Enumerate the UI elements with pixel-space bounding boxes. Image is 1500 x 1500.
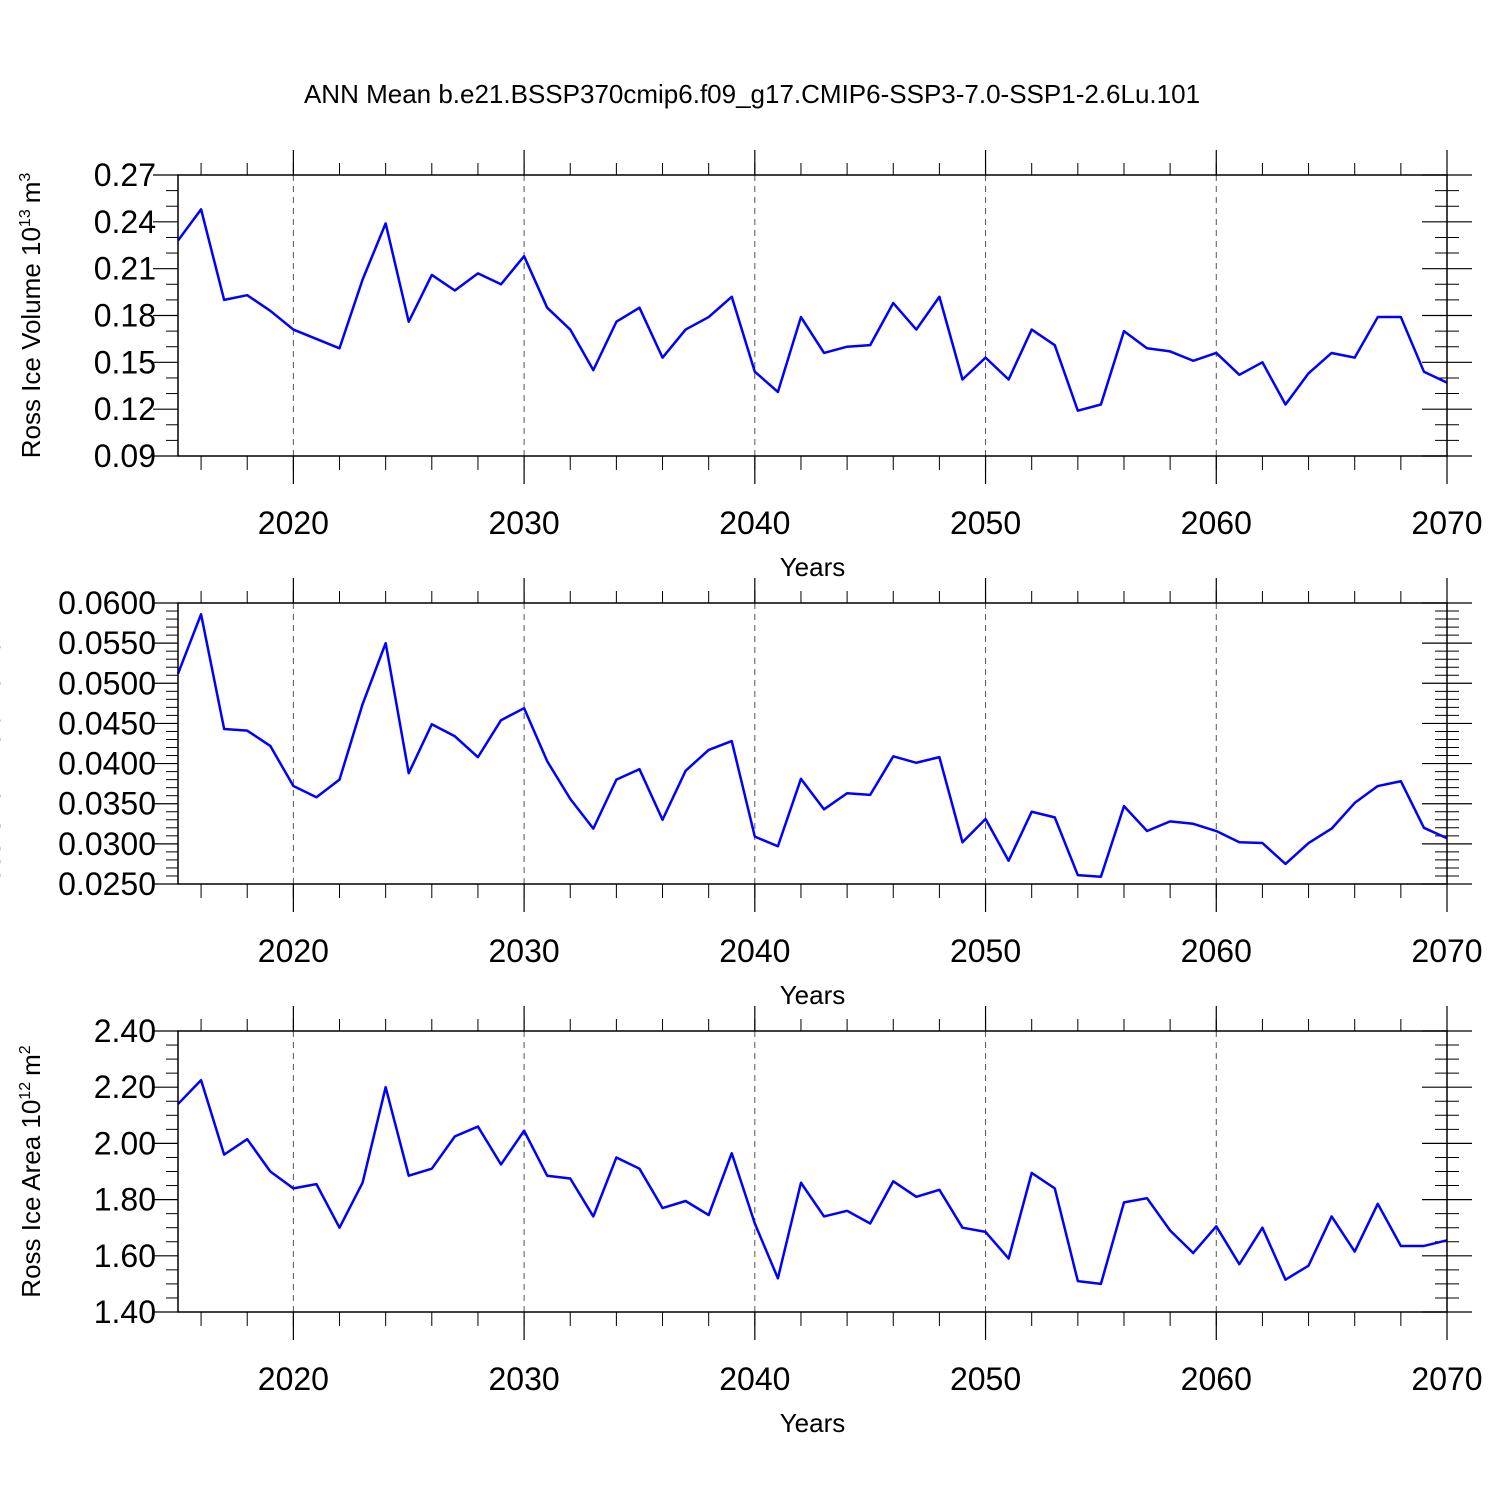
y-tick-label: 1.40 bbox=[94, 1294, 156, 1330]
x-tick-label: 2040 bbox=[719, 1361, 790, 1397]
y-tick-label: 0.0500 bbox=[58, 665, 156, 701]
y-tick-label: 0.12 bbox=[94, 391, 156, 427]
x-tick-label: 2060 bbox=[1181, 933, 1252, 969]
y-tick-label: 2.40 bbox=[94, 1013, 156, 1049]
y-tick-label: 0.27 bbox=[94, 157, 156, 193]
y-tick-label: 1.80 bbox=[94, 1182, 156, 1218]
x-axis-label: Years bbox=[780, 980, 846, 1010]
data-line bbox=[176, 208, 1448, 412]
x-tick-label: 2030 bbox=[488, 505, 559, 541]
x-tick-label: 2020 bbox=[258, 505, 329, 541]
y-axis-label-unit: m bbox=[16, 1054, 46, 1076]
x-tick-label: 2020 bbox=[258, 1361, 329, 1397]
y-tick-label: 0.0450 bbox=[58, 705, 156, 741]
plot-frame bbox=[177, 1030, 1448, 1313]
y-axis-label-exponent: 13 bbox=[17, 209, 34, 227]
x-tick-label: 2040 bbox=[719, 933, 790, 969]
y-axis-label: Ross Ice Volume 1013 m3 bbox=[16, 173, 46, 459]
x-tick-label: 2070 bbox=[1411, 1361, 1482, 1397]
x-axis-label: Years bbox=[780, 1408, 846, 1438]
x-tick-label: 2030 bbox=[488, 1361, 559, 1397]
y-axis-label-text: Ross Ice Volume 10 bbox=[16, 227, 46, 458]
x-tick-label: 2060 bbox=[1181, 1361, 1252, 1397]
y-tick-label: 0.18 bbox=[94, 298, 156, 334]
x-tick-label: 2030 bbox=[488, 933, 559, 969]
x-tick-label: 2040 bbox=[719, 505, 790, 541]
x-tick-label: 2070 bbox=[1411, 505, 1482, 541]
y-axis-label-unit: m bbox=[16, 182, 46, 204]
y-tick-label: 0.15 bbox=[94, 344, 156, 380]
y-tick-label: 0.0300 bbox=[58, 826, 156, 862]
plot-frame bbox=[177, 174, 1448, 457]
y-axis-label-unit-exponent: 2 bbox=[17, 1045, 34, 1054]
plot-frame bbox=[177, 602, 1448, 885]
y-tick-label: 0.0350 bbox=[58, 786, 156, 822]
x-tick-label: 2070 bbox=[1411, 933, 1482, 969]
y-tick-label: 0.0600 bbox=[58, 585, 156, 621]
x-tick-label: 2050 bbox=[950, 505, 1021, 541]
x-tick-label: 2060 bbox=[1181, 505, 1252, 541]
y-tick-label: 0.24 bbox=[94, 204, 156, 240]
y-axis-label: Ross Ice Area 1012 m2 bbox=[16, 1045, 46, 1297]
y-axis-label-text: Ross Snow Volume 10 bbox=[0, 640, 6, 902]
y-axis-label-exponent: 12 bbox=[17, 1082, 34, 1100]
y-tick-label: 0.09 bbox=[94, 438, 156, 474]
y-tick-label: 0.0400 bbox=[58, 746, 156, 782]
y-tick-label: 0.0250 bbox=[58, 866, 156, 902]
y-tick-label: 1.60 bbox=[94, 1238, 156, 1274]
x-tick-label: 2050 bbox=[950, 933, 1021, 969]
y-axis-label: Ross Snow Volume 1013m3 bbox=[0, 585, 6, 901]
data-line bbox=[176, 612, 1448, 879]
data-line bbox=[177, 1078, 1448, 1286]
y-tick-label: 0.0550 bbox=[58, 625, 156, 661]
x-axis-label: Years bbox=[780, 552, 846, 582]
x-tick-label: 2020 bbox=[258, 933, 329, 969]
y-tick-label: 2.00 bbox=[94, 1125, 156, 1161]
y-axis-label-unit: m bbox=[0, 594, 6, 616]
figure-title: ANN Mean b.e21.BSSP370cmip6.f09_g17.CMIP… bbox=[304, 79, 1200, 109]
x-tick-label: 2050 bbox=[950, 1361, 1021, 1397]
y-tick-label: 0.21 bbox=[94, 251, 156, 287]
y-tick-label: 2.20 bbox=[94, 1069, 156, 1105]
y-axis-label-text: Ross Ice Area 10 bbox=[16, 1100, 46, 1298]
y-axis-label-unit-exponent: 3 bbox=[17, 173, 34, 182]
